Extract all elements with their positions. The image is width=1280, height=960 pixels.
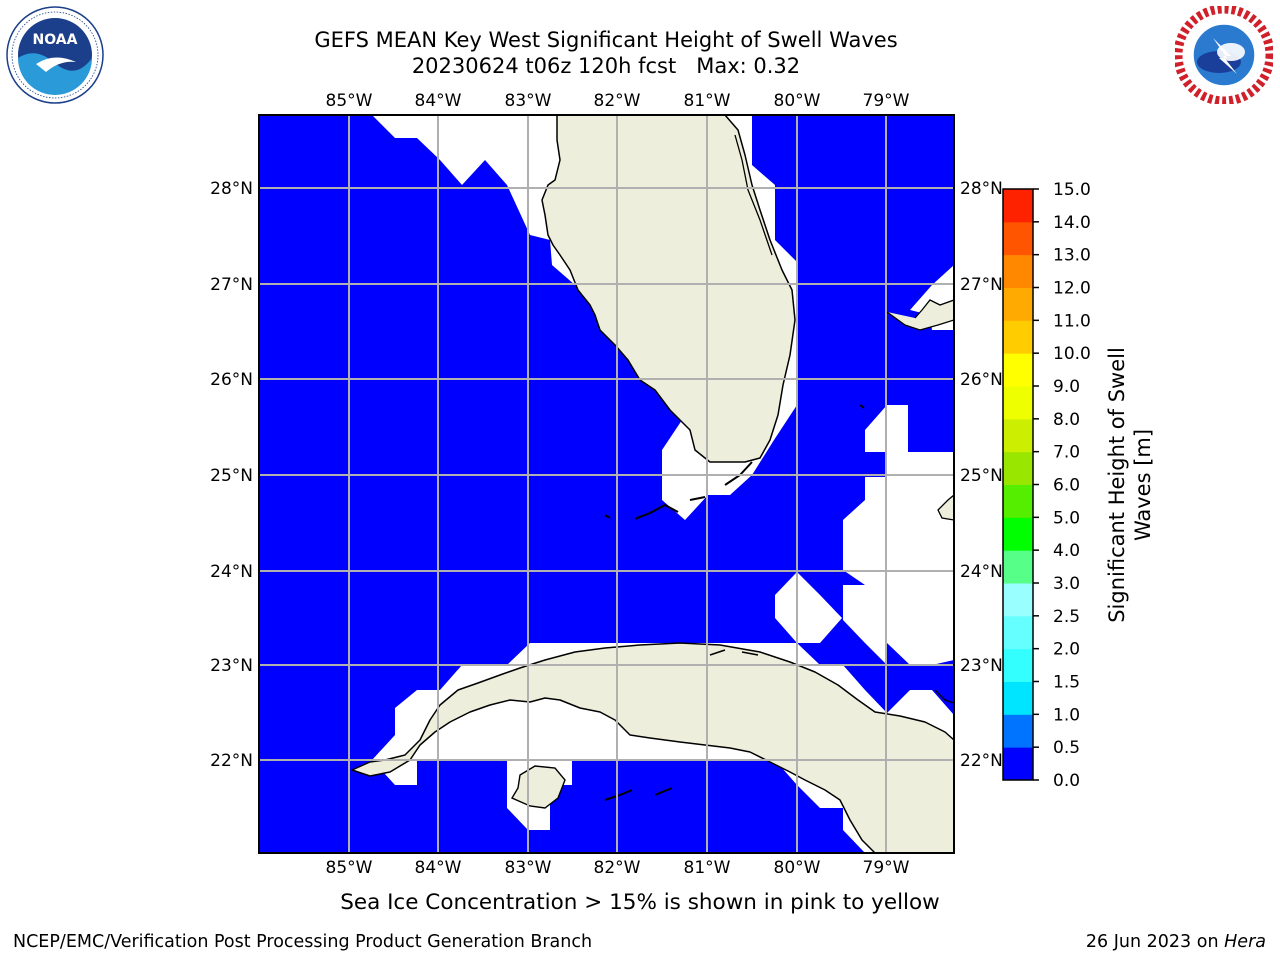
- lon-labels-top: 85°W 84°W 83°W 82°W 81°W 80°W 79°W: [326, 91, 910, 111]
- colorbar-segment: [1003, 615, 1033, 650]
- lat-label: 28°N: [960, 179, 1003, 199]
- colorbar-segment: [1003, 189, 1033, 223]
- colorbar-segment: [1003, 287, 1033, 321]
- colorbar-label-line1: Significant Height of Swell: [1105, 347, 1129, 623]
- lat-label: 26°N: [210, 370, 253, 390]
- lon-label: 82°W: [594, 91, 641, 111]
- lon-label: 82°W: [594, 858, 641, 878]
- colorbar-tick-label: 3.0: [1053, 574, 1080, 594]
- colorbar-tick-label: 11.0: [1053, 311, 1091, 331]
- colorbar-tick-label: 7.0: [1053, 443, 1080, 463]
- colorbar-tick-label: 0.0: [1053, 771, 1080, 791]
- colorbar-segment: [1003, 681, 1033, 715]
- graticule: [259, 115, 954, 853]
- credit-date-text: 26 Jun 2023 on: [1085, 932, 1219, 952]
- colorbar-label-line2: Waves [m]: [1131, 429, 1155, 541]
- lat-labels-right: 28°N 27°N 26°N 25°N 24°N 23°N 22°N: [960, 179, 1003, 771]
- lon-label: 81°W: [684, 91, 731, 111]
- lon-label: 85°W: [326, 91, 373, 111]
- colorbar-tick-label: 12.0: [1053, 279, 1091, 299]
- chart-title: GEFS MEAN Key West Significant Height of…: [314, 28, 898, 52]
- colorbar-tick-label: 1.5: [1053, 673, 1080, 693]
- colorbar-segment: [1003, 583, 1033, 617]
- map-frame: [258, 114, 955, 854]
- colorbar-segment: [1003, 221, 1033, 256]
- lat-label: 24°N: [210, 562, 253, 582]
- isla-juventud: [510, 765, 566, 809]
- lat-label: 23°N: [210, 656, 253, 676]
- colorbar-tick-label: 1.0: [1053, 705, 1080, 725]
- colorbar-segment: [1003, 254, 1033, 288]
- lon-label: 80°W: [774, 91, 821, 111]
- colorbar-segment: [1003, 418, 1033, 453]
- lat-label: 24°N: [960, 562, 1003, 582]
- colorbar-tick-label: 5.0: [1053, 508, 1080, 528]
- colorbar-segment: [1003, 550, 1033, 584]
- lat-label: 22°N: [210, 751, 253, 771]
- chart-subtitle: 20230624 t06z 120h fcst Max: 0.32: [411, 54, 801, 78]
- colorbar-tick-label: 9.0: [1053, 377, 1080, 397]
- colorbar-segment: [1003, 320, 1033, 354]
- colorbar-tick-label: 8.0: [1053, 410, 1080, 430]
- colorbar-tick-label: 6.0: [1053, 476, 1080, 496]
- lat-label: 28°N: [210, 179, 253, 199]
- colorbar-tick-label: 4.0: [1053, 541, 1080, 561]
- colorbar-segment: [1003, 747, 1033, 781]
- lon-label: 85°W: [326, 858, 373, 878]
- map-area: [259, 115, 954, 853]
- sea-ice-note: Sea Ice Concentration > 15% is shown in …: [340, 890, 940, 915]
- colorbar-tick-label: 2.5: [1053, 607, 1080, 627]
- lon-label: 83°W: [505, 91, 552, 111]
- colorbar-segment: [1003, 714, 1033, 748]
- colorbar-segment: [1003, 353, 1033, 387]
- colorbar-segment: [1003, 517, 1033, 551]
- colorbar-segment: [1003, 451, 1033, 485]
- lon-label: 81°W: [684, 858, 731, 878]
- lon-label: 83°W: [505, 858, 552, 878]
- lat-label: 26°N: [960, 370, 1003, 390]
- lon-label: 84°W: [415, 91, 462, 111]
- lon-label: 79°W: [863, 858, 910, 878]
- lon-label: 79°W: [863, 91, 910, 111]
- florida-landmass: [541, 115, 796, 463]
- lat-label: 27°N: [210, 275, 253, 295]
- lat-label: 27°N: [960, 275, 1003, 295]
- lon-label: 84°W: [415, 858, 462, 878]
- credit-branch: NCEP/EMC/Verification Post Processing Pr…: [13, 932, 593, 952]
- lon-labels-bottom: 85°W 84°W 83°W 82°W 81°W 80°W 79°W: [326, 858, 910, 878]
- lat-label: 25°N: [960, 466, 1003, 486]
- colorbar-ticks: 0.0 0.5 1.0 1.5 2.0 2.5 3.0 4.0 5.0 6.0 7.0 8.0 9.0 1…: [1033, 180, 1091, 791]
- cuba-landmass: [351, 642, 954, 853]
- noaa-logo-icon: NOAA: [6, 6, 104, 108]
- credit-date: 26 Jun 2023 on Hera: [1086, 932, 1266, 952]
- colorbar-tick-label: 0.5: [1053, 738, 1080, 758]
- nws-logo-icon: [1173, 4, 1275, 108]
- lat-label: 22°N: [960, 751, 1003, 771]
- lat-labels-left: 28°N 27°N 26°N 25°N 24°N 23°N 22°N: [210, 179, 253, 771]
- colorbar-tick-label: 2.0: [1053, 640, 1080, 660]
- colorbar-label: Significant Height of Swell Waves [m]: [1105, 347, 1155, 623]
- credit-host: Hera: [1224, 932, 1266, 952]
- colorbar-segment: [1003, 484, 1033, 518]
- colorbar: [1002, 188, 1034, 781]
- colorbar-tick-label: 13.0: [1053, 246, 1091, 266]
- colorbar-tick-label: 15.0: [1053, 180, 1091, 200]
- noaa-logo-text: NOAA: [33, 32, 78, 48]
- colorbar-tick-label: 10.0: [1053, 344, 1091, 364]
- lat-label: 25°N: [210, 466, 253, 486]
- lon-label: 80°W: [774, 858, 821, 878]
- colorbar-segment: [1003, 386, 1033, 420]
- colorbar-tick-label: 14.0: [1053, 213, 1091, 233]
- lat-label: 23°N: [960, 656, 1003, 676]
- colorbar-segment: [1003, 648, 1033, 682]
